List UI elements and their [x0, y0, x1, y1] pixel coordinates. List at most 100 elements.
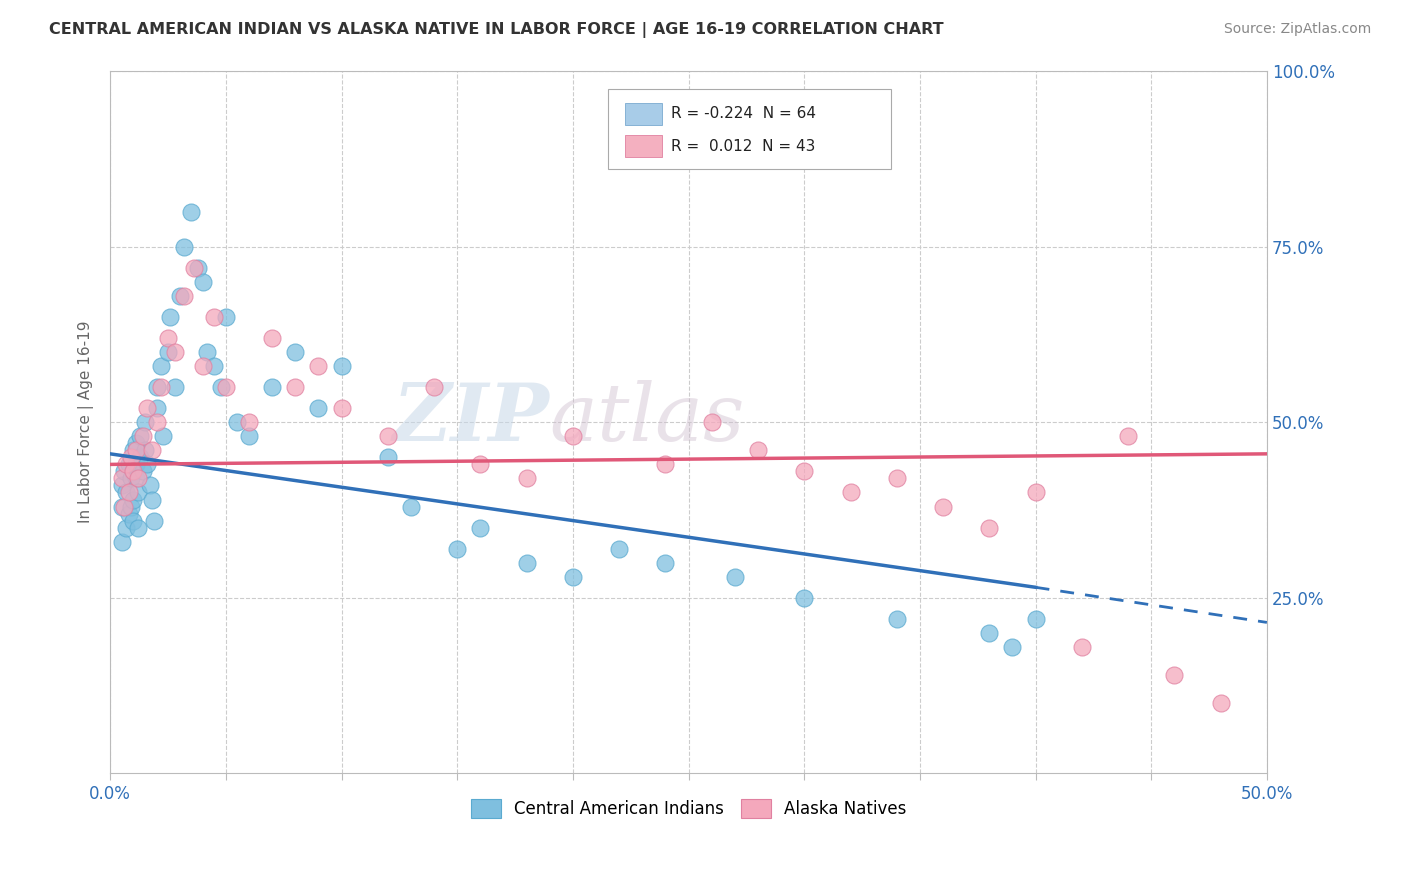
Point [284, 345, 307, 359]
Point [307, 359, 329, 373]
Point [238, 429, 260, 443]
Point [1025, 612, 1047, 626]
Point [607, 541, 630, 556]
Point [1070, 640, 1092, 654]
Point [446, 541, 468, 556]
Point [187, 260, 209, 275]
Point [111, 500, 134, 514]
Point [136, 458, 159, 472]
Point [157, 345, 180, 359]
Point [654, 458, 676, 472]
FancyBboxPatch shape [624, 135, 662, 158]
Point [143, 514, 166, 528]
Point [793, 464, 815, 478]
Point [122, 492, 145, 507]
Point [1163, 668, 1185, 682]
Point [183, 260, 205, 275]
Point [115, 458, 138, 472]
Point [330, 401, 353, 416]
Text: atlas: atlas [550, 380, 745, 458]
Point [157, 331, 180, 345]
Point [122, 514, 145, 528]
Point [131, 464, 153, 478]
Point [120, 450, 142, 465]
Point [122, 443, 145, 458]
Point [226, 415, 249, 429]
Point [152, 429, 174, 443]
Legend: Central American Indians, Alaska Natives: Central American Indians, Alaska Natives [464, 792, 912, 825]
Point [191, 359, 214, 373]
Point [125, 458, 148, 472]
Point [111, 471, 134, 485]
Point [127, 485, 149, 500]
Text: CENTRAL AMERICAN INDIAN VS ALASKA NATIVE IN LABOR FORCE | AGE 16-19 CORRELATION : CENTRAL AMERICAN INDIAN VS ALASKA NATIVE… [49, 22, 943, 38]
Point [163, 380, 186, 394]
Point [202, 310, 225, 324]
Text: ZIP: ZIP [392, 380, 550, 458]
Point [134, 415, 156, 429]
Point [141, 443, 163, 458]
Point [159, 310, 181, 324]
Point [561, 570, 583, 584]
Point [793, 591, 815, 605]
Point [700, 415, 723, 429]
Point [112, 500, 135, 514]
FancyBboxPatch shape [624, 103, 662, 125]
Point [141, 492, 163, 507]
Point [886, 471, 908, 485]
Point [654, 556, 676, 570]
Point [284, 380, 307, 394]
Point [470, 458, 492, 472]
Point [932, 500, 955, 514]
Point [145, 415, 167, 429]
Point [238, 415, 260, 429]
Point [125, 471, 148, 485]
Point [118, 507, 141, 521]
Point [125, 443, 148, 458]
Point [134, 443, 156, 458]
Point [1209, 696, 1232, 710]
Text: R = -0.224  N = 64: R = -0.224 N = 64 [671, 106, 817, 121]
Point [1025, 485, 1047, 500]
Point [173, 289, 195, 303]
Point [399, 500, 422, 514]
Point [1001, 640, 1024, 654]
Point [209, 380, 232, 394]
Point [111, 478, 134, 492]
Point [112, 464, 135, 478]
Point [120, 500, 142, 514]
Point [377, 450, 399, 465]
Point [747, 443, 769, 458]
Point [163, 345, 186, 359]
Point [169, 289, 191, 303]
Point [377, 429, 399, 443]
Point [839, 485, 862, 500]
Y-axis label: In Labor Force | Age 16-19: In Labor Force | Age 16-19 [79, 321, 94, 524]
Point [120, 471, 142, 485]
Point [111, 534, 134, 549]
Point [118, 458, 141, 472]
Point [215, 310, 238, 324]
Point [307, 401, 329, 416]
Point [215, 380, 238, 394]
Point [115, 520, 138, 534]
Point [150, 380, 173, 394]
Point [886, 612, 908, 626]
Point [173, 240, 195, 254]
Point [262, 331, 284, 345]
Point [118, 485, 141, 500]
Point [330, 359, 353, 373]
Point [131, 429, 153, 443]
Point [979, 626, 1001, 640]
Text: Source: ZipAtlas.com: Source: ZipAtlas.com [1223, 22, 1371, 37]
Point [470, 520, 492, 534]
Point [202, 359, 225, 373]
Point [262, 380, 284, 394]
Point [516, 471, 538, 485]
Point [979, 520, 1001, 534]
Point [145, 380, 167, 394]
Point [724, 570, 747, 584]
Point [115, 485, 138, 500]
Point [138, 478, 160, 492]
Point [191, 275, 214, 289]
